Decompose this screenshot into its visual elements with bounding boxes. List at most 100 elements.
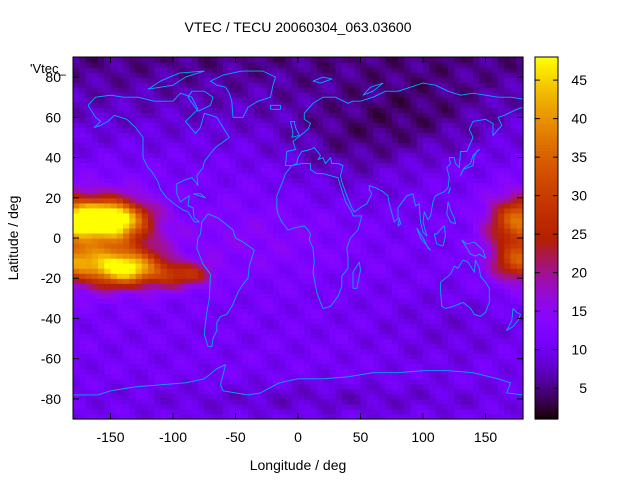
heatmap-cell	[373, 283, 380, 289]
heatmap-cell	[448, 162, 455, 169]
heatmap-cell	[98, 328, 105, 335]
heatmap-cell	[491, 217, 499, 224]
heatmap-cell	[435, 137, 443, 144]
heatmap-cell	[273, 232, 280, 239]
heatmap-cell	[416, 127, 424, 134]
heatmap-cell	[73, 207, 80, 214]
heatmap-cell	[423, 318, 430, 325]
heatmap-cell	[479, 167, 487, 174]
heatmap-cell	[435, 298, 443, 304]
heatmap-cell	[310, 378, 318, 385]
heatmap-cell	[379, 147, 387, 154]
heatmap-cell	[235, 343, 243, 350]
heatmap-cell	[491, 408, 499, 415]
heatmap-cell	[410, 308, 418, 315]
heatmap-cell	[385, 243, 393, 249]
heatmap-cell	[254, 303, 262, 309]
heatmap-cell	[266, 263, 274, 269]
heatmap-cell	[454, 378, 462, 385]
heatmap-cell	[404, 248, 412, 254]
heatmap-cell	[223, 82, 230, 88]
heatmap-cell	[410, 147, 418, 154]
heatmap-cell	[435, 338, 443, 345]
heatmap-cell	[360, 212, 368, 219]
heatmap-cell	[91, 197, 99, 204]
heatmap-cell	[416, 298, 424, 304]
heatmap-cell	[448, 212, 455, 219]
heatmap-cell	[204, 137, 212, 144]
heatmap-cell	[273, 393, 280, 400]
heatmap-cell	[73, 102, 80, 108]
heatmap-cell	[304, 373, 312, 380]
heatmap-cell	[179, 333, 187, 340]
heatmap-cell	[423, 388, 430, 395]
heatmap-cell	[285, 268, 293, 274]
heatmap-cell	[341, 243, 349, 249]
heatmap-cell	[448, 318, 455, 325]
heatmap-cell	[148, 403, 155, 410]
heatmap-cell	[454, 107, 462, 113]
heatmap-cell	[441, 278, 449, 284]
heatmap-cell	[85, 122, 93, 128]
heatmap-cell	[373, 77, 380, 83]
heatmap-cell	[98, 87, 105, 93]
heatmap-cell	[354, 82, 362, 88]
heatmap-cell	[373, 348, 380, 355]
heatmap-cell	[416, 172, 424, 179]
heatmap-cell	[423, 408, 430, 415]
heatmap-cell	[223, 263, 230, 269]
heatmap-cell	[110, 353, 118, 360]
heatmap-cell	[504, 353, 512, 360]
heatmap-cell	[129, 157, 137, 164]
heatmap-cell	[454, 303, 462, 309]
heatmap-cell	[385, 127, 393, 134]
heatmap-cell	[373, 107, 380, 113]
heatmap-cell	[79, 67, 87, 73]
heatmap-cell	[235, 273, 243, 279]
heatmap-cell	[466, 243, 474, 249]
heatmap-cell	[341, 388, 349, 395]
heatmap-cell	[98, 288, 105, 294]
heatmap-cell	[498, 413, 505, 420]
heatmap-cell	[248, 318, 255, 325]
heatmap-cell	[116, 162, 124, 169]
heatmap-cell	[416, 273, 424, 279]
heatmap-cell	[404, 338, 412, 345]
heatmap-cell	[298, 398, 305, 405]
heatmap-cell	[241, 77, 249, 83]
heatmap-cell	[129, 132, 137, 139]
heatmap-cell	[441, 217, 449, 224]
heatmap-cell	[204, 308, 212, 315]
heatmap-cell	[360, 217, 368, 224]
heatmap-cell	[473, 248, 480, 254]
heatmap-cell	[229, 227, 237, 234]
heatmap-cell	[504, 238, 512, 244]
heatmap-cell	[473, 318, 480, 325]
heatmap-cell	[410, 227, 418, 234]
heatmap-cell	[173, 338, 180, 345]
heatmap-cell	[354, 273, 362, 279]
heatmap-cell	[360, 298, 368, 304]
heatmap-cell	[454, 182, 462, 189]
heatmap-cell	[354, 328, 362, 335]
heatmap-cell	[391, 373, 399, 380]
heatmap-cell	[404, 383, 412, 390]
heatmap-cell	[216, 157, 224, 164]
heatmap-cell	[123, 408, 130, 415]
heatmap-cell	[166, 358, 174, 365]
heatmap-cell	[304, 72, 312, 78]
heatmap-cell	[435, 258, 443, 264]
heatmap-cell	[229, 177, 237, 184]
heatmap-cell	[123, 248, 130, 254]
heatmap-cell	[310, 72, 318, 78]
heatmap-cell	[298, 238, 305, 244]
heatmap-cell	[123, 263, 130, 269]
heatmap-cell	[85, 197, 93, 204]
heatmap-cell	[404, 388, 412, 395]
heatmap-cell	[279, 202, 287, 209]
heatmap-cell	[310, 77, 318, 83]
heatmap-cell	[448, 122, 455, 128]
heatmap-cell	[91, 383, 99, 390]
heatmap-cell	[116, 227, 124, 234]
heatmap-cell	[141, 248, 149, 254]
